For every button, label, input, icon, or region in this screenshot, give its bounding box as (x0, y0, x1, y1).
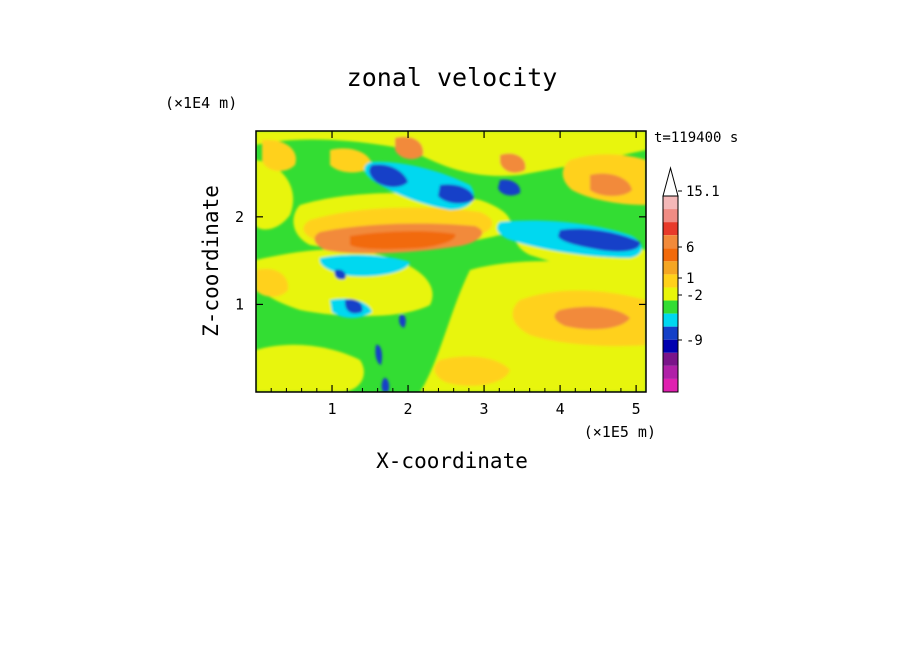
colorbar-swatch (663, 261, 678, 275)
y-tick-label: 2 (235, 208, 244, 226)
colorbar-swatch (663, 248, 678, 262)
colorbar-swatch (663, 209, 678, 223)
region-blue-mid (344, 299, 363, 314)
x-unit-label: (×1E5 m) (584, 423, 656, 441)
colorbar-label: 15.1 (686, 184, 720, 200)
y-axis: 12 (235, 208, 646, 313)
colorbar-overflow-triangle (662, 166, 679, 197)
x-tick-label: 1 (328, 400, 337, 418)
region-orange-lower-right (554, 306, 630, 330)
y-tick-label: 1 (235, 295, 244, 313)
region-blue-upper-b (438, 184, 475, 204)
colorbar-swatch (663, 365, 678, 379)
colorbar-label: 6 (686, 240, 694, 256)
region-yellow-upper (256, 131, 646, 176)
colorbar-swatch (663, 339, 678, 353)
region-gold-top-mid (330, 148, 372, 173)
plot-frame (255, 130, 647, 393)
region-blue-bottom (375, 344, 383, 365)
colorbar-swatch (663, 352, 678, 366)
colorbar-swatch (663, 300, 678, 314)
colorbar-label: 1 (686, 271, 694, 287)
region-blue-streak (399, 314, 406, 328)
x-tick-label: 2 (404, 400, 413, 418)
region-blue-upper-a (369, 164, 408, 188)
x-tick-label: 3 (480, 400, 489, 418)
colorbar: 15.1 6 1-2 -9 (662, 166, 720, 393)
region-blue-left (334, 269, 346, 280)
colorbar-swatch (663, 235, 678, 249)
region-orange-top-cell (500, 153, 526, 173)
colorbar-label: -9 (686, 333, 703, 349)
y-unit-label: (×1E4 m) (165, 94, 237, 112)
colorbar-swatch (663, 196, 678, 210)
x-axis: 1 2 3 4 5 (270, 131, 641, 418)
colorbar-swatch (663, 222, 678, 236)
colorbar-swatch (663, 274, 678, 288)
region-red-jet (350, 231, 456, 250)
region-yellow-left (256, 160, 294, 230)
time-label: t=119400 s (654, 130, 738, 146)
region-blue-upper-c (498, 179, 521, 196)
region-blue-bottom-b (381, 377, 390, 392)
region-gold-bottom (434, 356, 510, 386)
x-tick-label: 5 (632, 400, 641, 418)
region-gold-top-left (262, 139, 296, 172)
region-orange-top-mid (395, 136, 424, 160)
colorbar-frame (662, 195, 679, 393)
x-axis-title: X-coordinate (376, 449, 528, 473)
colorbar-swatch (663, 378, 678, 392)
region-orange-top-right (590, 173, 632, 196)
colorbar-swatch (663, 326, 678, 340)
colorbar-swatch (663, 313, 678, 327)
x-tick-label: 4 (556, 400, 565, 418)
y-axis-title: Z-coordinate (199, 185, 223, 337)
contour-field (256, 131, 646, 392)
region-gold-left (256, 268, 289, 297)
colorbar-label: -2 (686, 288, 703, 304)
colorbar-swatch (663, 287, 678, 301)
region-yellow-bottom (256, 344, 364, 392)
chart-title: zonal velocity (347, 63, 558, 92)
region-blue-right (558, 228, 641, 252)
